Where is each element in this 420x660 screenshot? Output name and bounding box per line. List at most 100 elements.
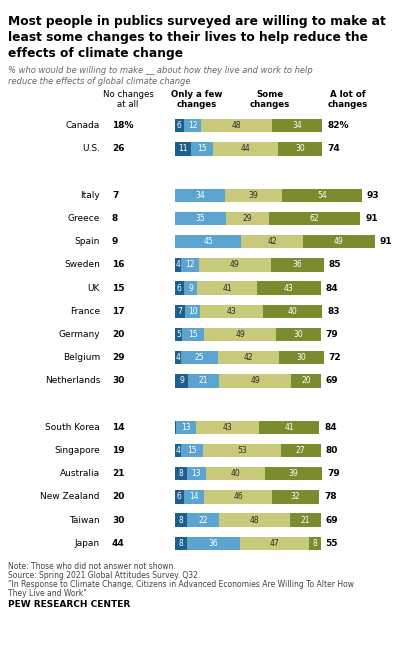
Bar bbox=[175, 351, 181, 364]
Text: 15: 15 bbox=[197, 145, 207, 153]
Text: Singapore: Singapore bbox=[54, 446, 100, 455]
Text: 10: 10 bbox=[188, 307, 197, 315]
Bar bbox=[278, 142, 322, 156]
Bar bbox=[225, 189, 282, 202]
Text: 30: 30 bbox=[297, 353, 306, 362]
Text: 79: 79 bbox=[326, 330, 339, 339]
Text: 15: 15 bbox=[189, 330, 198, 339]
Bar bbox=[203, 444, 281, 457]
Text: 16: 16 bbox=[112, 260, 124, 269]
Text: Only a few: Only a few bbox=[171, 90, 223, 99]
Text: 78: 78 bbox=[324, 492, 337, 502]
Text: 8: 8 bbox=[312, 539, 317, 548]
Text: 14: 14 bbox=[112, 423, 125, 432]
Text: No changes: No changes bbox=[102, 90, 153, 99]
Bar bbox=[219, 374, 291, 387]
Text: Taiwan: Taiwan bbox=[69, 515, 100, 525]
Bar bbox=[191, 142, 213, 156]
Text: Spain: Spain bbox=[75, 237, 100, 246]
Text: Italy: Italy bbox=[80, 191, 100, 200]
Text: 9: 9 bbox=[179, 376, 184, 385]
Text: 20: 20 bbox=[301, 376, 311, 385]
Text: 69: 69 bbox=[326, 515, 338, 525]
Text: 79: 79 bbox=[327, 469, 340, 478]
Bar bbox=[184, 119, 202, 133]
Text: 36: 36 bbox=[292, 260, 302, 269]
Bar bbox=[272, 490, 319, 504]
Bar bbox=[205, 328, 276, 341]
Text: 8: 8 bbox=[178, 539, 183, 548]
Text: 84: 84 bbox=[324, 423, 337, 432]
Text: 48: 48 bbox=[232, 121, 242, 130]
Bar bbox=[175, 374, 188, 387]
Bar bbox=[185, 304, 200, 318]
Text: 30: 30 bbox=[112, 515, 124, 525]
Bar bbox=[291, 374, 320, 387]
Text: 15: 15 bbox=[112, 284, 124, 292]
Bar bbox=[175, 328, 182, 341]
Text: Sweden: Sweden bbox=[64, 260, 100, 269]
Text: 84: 84 bbox=[326, 284, 338, 292]
Text: 40: 40 bbox=[231, 469, 240, 478]
Text: 43: 43 bbox=[222, 423, 232, 432]
Text: 26: 26 bbox=[112, 145, 124, 153]
Text: 12: 12 bbox=[188, 121, 197, 130]
Bar bbox=[281, 444, 320, 457]
Bar bbox=[182, 328, 205, 341]
Text: 6: 6 bbox=[177, 284, 182, 292]
Bar bbox=[218, 351, 279, 364]
Text: 8: 8 bbox=[112, 214, 118, 223]
Bar bbox=[219, 513, 290, 527]
Bar bbox=[272, 119, 322, 133]
Bar bbox=[175, 304, 185, 318]
Bar bbox=[188, 374, 219, 387]
Text: 74: 74 bbox=[327, 145, 340, 153]
Text: 27: 27 bbox=[296, 446, 305, 455]
Text: 49: 49 bbox=[250, 376, 260, 385]
Text: changes: changes bbox=[250, 100, 290, 109]
Bar bbox=[181, 351, 218, 364]
Text: 22: 22 bbox=[198, 515, 208, 525]
Text: 80: 80 bbox=[326, 446, 338, 455]
Text: 17: 17 bbox=[112, 307, 125, 315]
Text: 83: 83 bbox=[327, 307, 339, 315]
Text: 45: 45 bbox=[203, 237, 213, 246]
Text: 30: 30 bbox=[294, 330, 303, 339]
Bar bbox=[175, 212, 226, 225]
Text: A lot of: A lot of bbox=[330, 90, 366, 99]
Text: 91: 91 bbox=[365, 214, 378, 223]
Bar bbox=[175, 142, 191, 156]
Text: Belgium: Belgium bbox=[63, 353, 100, 362]
Text: 14: 14 bbox=[189, 492, 199, 502]
Text: 69: 69 bbox=[326, 376, 338, 385]
Text: changes: changes bbox=[177, 100, 217, 109]
Text: 6: 6 bbox=[177, 492, 182, 502]
Text: 44: 44 bbox=[241, 145, 250, 153]
Bar bbox=[175, 467, 187, 480]
Bar bbox=[175, 235, 241, 248]
Bar bbox=[181, 258, 199, 272]
Text: 15: 15 bbox=[187, 446, 197, 455]
Text: 9: 9 bbox=[188, 284, 193, 292]
Text: 13: 13 bbox=[181, 423, 191, 432]
Text: 43: 43 bbox=[284, 284, 294, 292]
Text: 39: 39 bbox=[289, 469, 298, 478]
Bar bbox=[200, 304, 263, 318]
Text: 91: 91 bbox=[380, 237, 393, 246]
Bar bbox=[199, 258, 270, 272]
Text: 49: 49 bbox=[236, 330, 245, 339]
Text: 20: 20 bbox=[112, 330, 124, 339]
Text: 55: 55 bbox=[326, 539, 338, 548]
Text: 41: 41 bbox=[223, 284, 232, 292]
Text: 39: 39 bbox=[249, 191, 259, 200]
Text: 25: 25 bbox=[194, 353, 204, 362]
Text: least some changes to their lives to help reduce the: least some changes to their lives to hel… bbox=[8, 31, 368, 44]
Text: Australia: Australia bbox=[60, 469, 100, 478]
Text: 36: 36 bbox=[208, 539, 218, 548]
Text: UK: UK bbox=[88, 284, 100, 292]
Bar bbox=[175, 537, 187, 550]
Bar bbox=[282, 189, 362, 202]
Bar bbox=[196, 420, 259, 434]
Bar bbox=[290, 513, 320, 527]
Text: 43: 43 bbox=[227, 307, 236, 315]
